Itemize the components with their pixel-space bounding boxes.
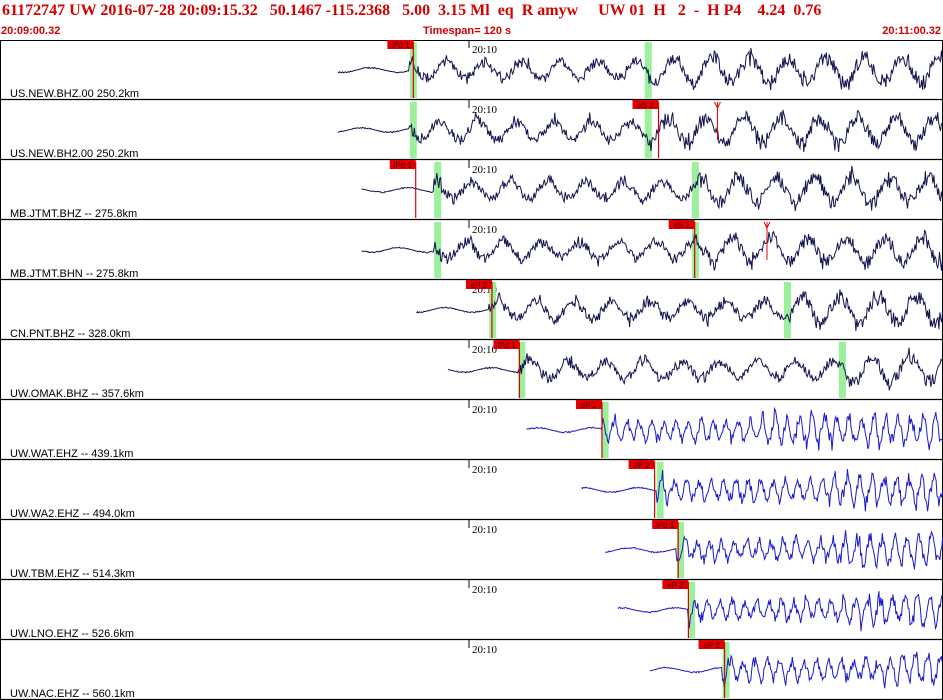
minute-label: 20:10: [472, 404, 498, 416]
minute-label: 20:10: [472, 44, 498, 56]
waveform-trace: [617, 591, 943, 632]
waveform-trace: [361, 229, 943, 271]
waveform-trace: [526, 406, 943, 451]
time-window: [722, 642, 730, 698]
waveform-trace: [361, 165, 943, 212]
minute-label: 20:10: [472, 344, 498, 356]
pick-flag: [668, 220, 695, 229]
station-label: UW.NAC.EHZ -- 560.1km: [10, 688, 135, 700]
waveform-trace: [649, 651, 943, 689]
pick-flag: [628, 460, 655, 469]
waveform-trace: [605, 530, 943, 570]
waveform-trace: [337, 109, 943, 152]
station-label: UW.WA2.EHZ -- 494.0km: [10, 508, 135, 520]
time-window: [691, 222, 699, 278]
station-label: UW.TBM.EHZ -- 514.3km: [10, 568, 135, 580]
time-window: [434, 222, 442, 278]
pick-label: eP 2: [471, 281, 488, 290]
station-label: MB.JTMT.BHZ -- 275.8km: [10, 208, 137, 220]
minute-label: 20:10: [472, 524, 498, 536]
time-window: [691, 162, 699, 218]
minute-label: 20:10: [472, 164, 498, 176]
pick-flag: [389, 160, 416, 169]
header: 61172747 UW 2016-07-28 20:09:15.32 50.14…: [0, 0, 943, 40]
pick-label: eP 2: [667, 581, 684, 590]
pick-label: eP 2: [703, 641, 720, 650]
station-label: UW.OMAK.BHZ -- 357.6km: [10, 388, 144, 400]
minute-label: 20:10: [472, 644, 498, 656]
time-window: [644, 102, 652, 158]
station-label: MB.JTMT.BHN -- 275.8km: [10, 268, 138, 280]
pick-label: eP 2: [581, 401, 598, 410]
station-label: UW.WAT.EHZ -- 439.1km: [10, 448, 133, 460]
pick-flag: [662, 580, 689, 589]
time-window: [783, 282, 791, 338]
time-window: [656, 462, 664, 518]
station-label: UW.LNO.EHZ -- 526.6km: [10, 628, 134, 640]
pick-flag: [493, 340, 520, 349]
phase-mark-head: [714, 101, 721, 110]
phase-mark-head: [763, 221, 771, 230]
event-title: 61172747 UW 2016-07-28 20:09:15.32 50.14…: [2, 2, 822, 19]
pick-flag: [387, 40, 414, 49]
time-window: [489, 282, 497, 338]
station-label: US.NEW.BHZ.00 250.2km: [10, 88, 139, 100]
start-time: 20:09:00.32: [1, 25, 61, 37]
pick-flag: [465, 280, 492, 289]
minute-label: 20:10: [472, 464, 498, 476]
waveform-trace: [581, 468, 943, 512]
pick-flag: [632, 100, 659, 109]
pick-flag: [698, 640, 725, 649]
pick-label: eS 2: [637, 101, 654, 110]
minute-label: 20:10: [472, 224, 498, 236]
waveform-trace: [337, 48, 943, 91]
station-label: US.NEW.BH2.00 250.2km: [10, 148, 138, 160]
pick-label: iPd 1: [656, 521, 675, 530]
time-window: [409, 102, 417, 158]
pick-flag: [652, 520, 679, 529]
end-time: 20:11:00.32: [882, 25, 941, 37]
minute-label: 20:10: [472, 584, 498, 596]
time-window: [434, 162, 442, 218]
time-window: [838, 342, 846, 398]
pick-label: iPd 1: [497, 341, 516, 350]
pick-label: iPd 1: [391, 41, 410, 50]
pick-label: eS 2: [673, 221, 690, 230]
waveform-trace: [447, 347, 943, 391]
time-window: [688, 582, 696, 638]
pick-flag: [575, 400, 602, 409]
time-window: [677, 522, 685, 578]
waveform-trace: [416, 289, 943, 332]
pick-label: iPd 1: [394, 161, 413, 170]
timespan-label: Timespan= 120 s: [423, 25, 512, 37]
station-label: CN.PNT.BHZ -- 328.0km: [10, 328, 130, 340]
minute-label: 20:10: [472, 104, 498, 116]
pick-label: eP 2: [633, 461, 650, 470]
